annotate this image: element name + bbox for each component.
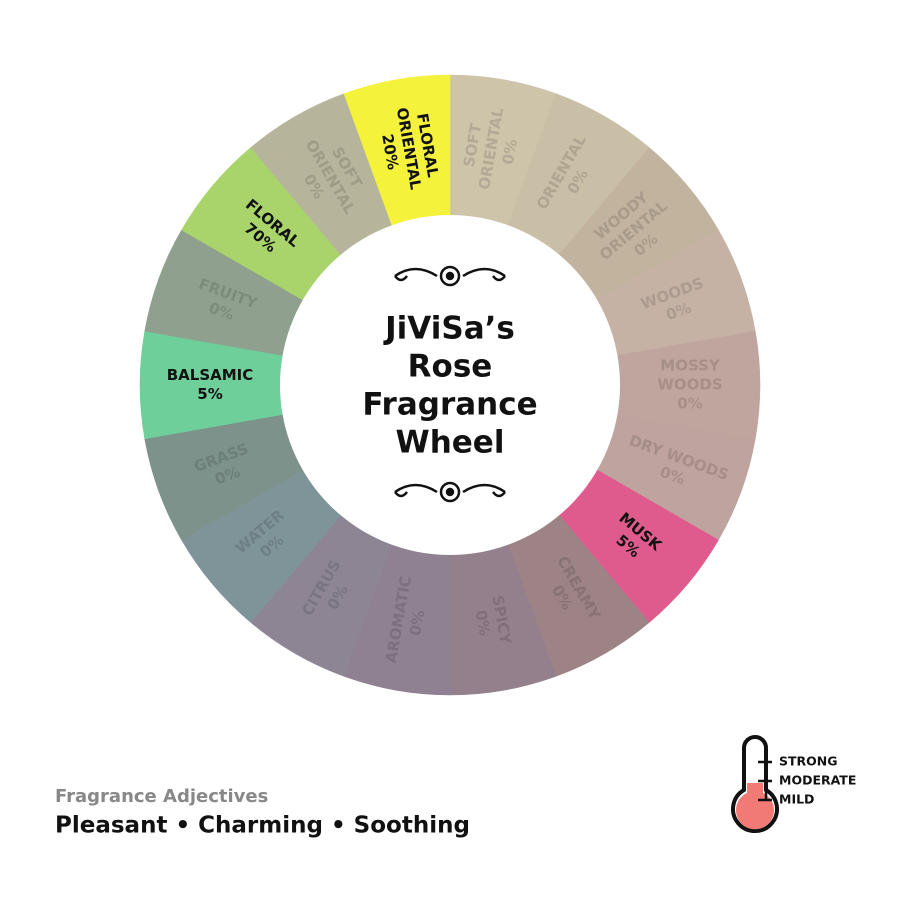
segment-value: 20% bbox=[378, 133, 402, 171]
segment-name: WOODS bbox=[657, 376, 722, 394]
intensity-level: STRONG bbox=[779, 754, 838, 769]
segment-value: 0% bbox=[677, 395, 702, 413]
thermometer bbox=[731, 735, 779, 834]
segment-value: 5% bbox=[197, 385, 222, 403]
ornament-flower-core bbox=[445, 271, 455, 281]
intensity-levels: STRONG MODERATE MILD bbox=[779, 754, 856, 807]
segment-value: 0% bbox=[499, 138, 521, 166]
ornament bbox=[394, 481, 506, 503]
ornament-swirl bbox=[394, 267, 506, 282]
segment-name: MOSSY bbox=[660, 357, 721, 375]
segment-value: 0% bbox=[406, 609, 428, 637]
title-line: JiViSa’s bbox=[383, 311, 515, 347]
center-disc bbox=[280, 215, 620, 555]
intensity-level: MODERATE bbox=[779, 773, 856, 788]
segment-name: BALSAMIC bbox=[167, 366, 254, 384]
ornament-flower-core bbox=[445, 487, 455, 497]
ornament-flower bbox=[439, 265, 461, 287]
ornament bbox=[394, 265, 506, 287]
intensity-level: MILD bbox=[779, 792, 814, 807]
adjectives-heading: Fragrance Adjectives bbox=[55, 786, 268, 807]
adjectives-text: Pleasant • Charming • Soothing bbox=[55, 813, 470, 839]
ornament-flower bbox=[439, 481, 461, 503]
title-line: Fragrance bbox=[362, 387, 537, 423]
ornament-swirl bbox=[394, 483, 506, 498]
title-line: Rose bbox=[408, 349, 493, 385]
title-line: Wheel bbox=[396, 425, 505, 461]
segment-value: 0% bbox=[472, 609, 494, 637]
